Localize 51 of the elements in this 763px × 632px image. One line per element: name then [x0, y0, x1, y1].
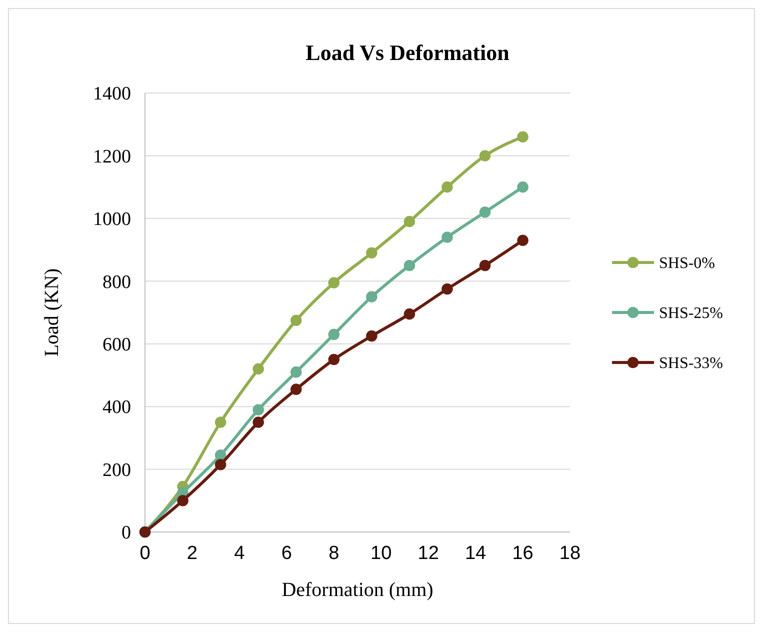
- point: [479, 206, 491, 218]
- x-tick-label: 10: [370, 543, 392, 564]
- x-tick-label: 6: [281, 543, 292, 564]
- point: [517, 131, 528, 143]
- point: [442, 232, 453, 243]
- legend-label: SHS-33%: [659, 355, 724, 372]
- point: [404, 308, 416, 320]
- point: [252, 416, 264, 428]
- point: [479, 260, 491, 272]
- point: [177, 495, 188, 506]
- point: [290, 384, 302, 395]
- x-tick-label: 18: [559, 543, 581, 564]
- point: [366, 247, 378, 259]
- point: [214, 458, 226, 470]
- point: [366, 291, 378, 302]
- point: [517, 234, 528, 246]
- legend-label: SHS-25%: [659, 305, 724, 322]
- legend-label: SHS-0%: [659, 255, 716, 272]
- y-tick-label: 400: [102, 397, 131, 418]
- y-tick-label: 600: [102, 334, 131, 356]
- point: [252, 404, 264, 416]
- point: [290, 366, 302, 378]
- x-tick-label: 4: [234, 543, 246, 564]
- point: [442, 283, 453, 295]
- x-tick-label: 0: [140, 543, 150, 564]
- y-tick-label: 0: [122, 522, 131, 544]
- point: [328, 354, 340, 366]
- point: [404, 216, 416, 228]
- point: [404, 260, 416, 272]
- x-tick-label: 2: [186, 543, 198, 564]
- point: [479, 150, 491, 162]
- point: [214, 416, 226, 428]
- x-tick-label: 16: [512, 543, 534, 564]
- point: [328, 328, 340, 340]
- x-tick-label: 14: [464, 543, 487, 564]
- chart-title: Load Vs Deformation: [306, 40, 510, 65]
- y-tick-label: 1000: [93, 209, 131, 230]
- x-tick-label: 8: [328, 543, 340, 564]
- y-tick-label: 200: [102, 460, 131, 481]
- point: [290, 314, 302, 326]
- y-tick-label: 1200: [93, 146, 131, 168]
- point: [517, 181, 528, 193]
- y-tick-label: 800: [102, 272, 131, 293]
- point: [252, 363, 264, 375]
- x-tick-label: 12: [418, 543, 439, 564]
- y-tick-label: 1400: [93, 84, 131, 105]
- point: [366, 330, 378, 342]
- point: [442, 181, 453, 193]
- point: [328, 277, 340, 288]
- y-axis-title: Load (KN): [41, 268, 63, 357]
- x-axis-title: Deformation (mm): [282, 579, 434, 601]
